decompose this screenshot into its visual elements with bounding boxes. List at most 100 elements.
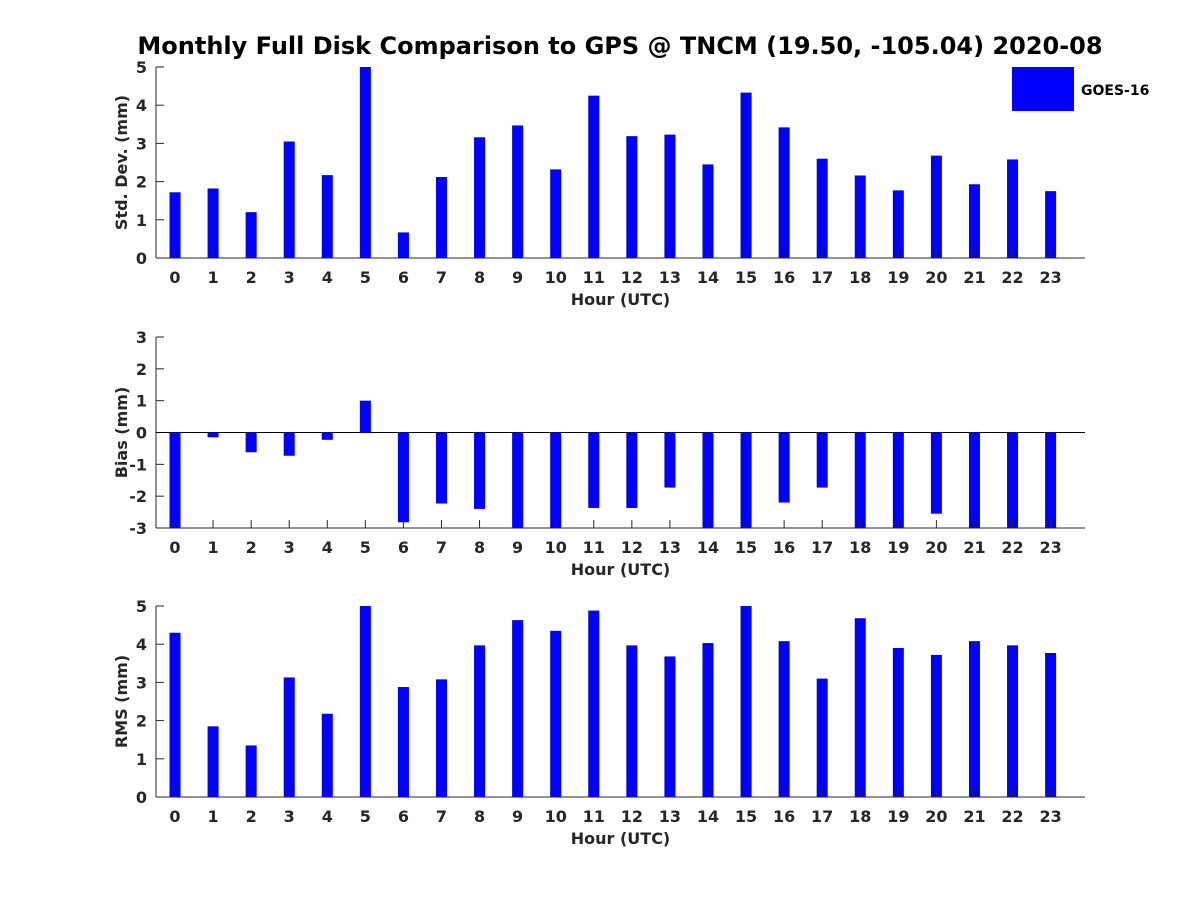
x-tick-label: 20	[925, 807, 947, 826]
x-tick-label: 19	[887, 268, 909, 287]
x-tick-label: 0	[169, 807, 180, 826]
x-tick-label: 12	[621, 807, 643, 826]
bar-rms-hour-5	[359, 606, 371, 797]
x-tick-label: 21	[963, 807, 985, 826]
bar-std-hour-9	[512, 125, 524, 258]
y-tick-label: 4	[136, 635, 147, 654]
legend-label: GOES-16	[1081, 83, 1149, 99]
x-tick-label: 7	[436, 538, 447, 557]
y-tick-label: 0	[136, 249, 147, 268]
bar-rms-hour-23	[1045, 652, 1057, 797]
x-tick-label: 9	[512, 807, 523, 826]
y-tick-label: 0	[136, 424, 147, 443]
bar-std-hour-19	[892, 190, 904, 258]
bar-std-hour-2	[245, 212, 257, 258]
y-tick-label: -3	[129, 519, 147, 538]
x-tick-label: 17	[811, 268, 833, 287]
bar-rms-hour-6	[397, 686, 409, 797]
y-axis-label: RMS (mm)	[112, 655, 131, 748]
x-tick-label: 14	[697, 538, 719, 557]
x-tick-label: 8	[474, 538, 485, 557]
bar-rms-hour-16	[778, 641, 790, 797]
bar-std-hour-22	[1007, 159, 1019, 258]
x-tick-label: 5	[360, 538, 371, 557]
x-tick-label: 19	[887, 538, 909, 557]
bar-rms-hour-7	[435, 679, 447, 797]
y-tick-label: 3	[136, 134, 147, 153]
bar-rms-hour-12	[626, 645, 638, 797]
bar-bias-hour-21	[968, 432, 980, 528]
y-tick-label: 1	[136, 750, 147, 769]
y-tick-label: 1	[136, 392, 147, 411]
y-tick-label: 2	[136, 173, 147, 192]
x-tick-label: 21	[963, 538, 985, 557]
x-tick-label: 5	[360, 807, 371, 826]
bar-std-hour-1	[207, 188, 219, 258]
bar-rms-hour-3	[283, 677, 295, 797]
bar-bias-hour-9	[512, 432, 524, 528]
bar-std-hour-20	[930, 155, 942, 258]
bar-std-hour-6	[397, 232, 409, 258]
y-tick-label: 5	[136, 597, 147, 616]
x-tick-label: 1	[207, 538, 218, 557]
bar-rms-hour-14	[702, 643, 714, 797]
x-tick-label: 23	[1039, 538, 1061, 557]
x-tick-label: 17	[811, 807, 833, 826]
bar-rms-hour-0	[169, 632, 181, 797]
bar-std-hour-0	[169, 192, 181, 258]
bar-std-hour-10	[550, 169, 562, 258]
x-tick-label: 4	[322, 807, 333, 826]
bar-bias-hour-0	[169, 432, 181, 528]
chart-title: Monthly Full Disk Comparison to GPS @ TN…	[137, 32, 1102, 60]
y-tick-label: 5	[136, 58, 147, 77]
x-tick-label: 18	[849, 268, 871, 287]
x-axis-label: Hour (UTC)	[571, 560, 671, 579]
x-tick-label: 10	[545, 538, 567, 557]
x-tick-label: 20	[925, 268, 947, 287]
x-tick-label: 3	[284, 268, 295, 287]
x-tick-label: 14	[697, 268, 719, 287]
bar-bias-hour-2	[245, 432, 257, 453]
y-axis-label: Bias (mm)	[112, 387, 131, 479]
y-tick-label: 4	[136, 96, 147, 115]
bar-bias-hour-3	[283, 432, 295, 456]
x-tick-label: 22	[1001, 268, 1023, 287]
bar-std-hour-16	[778, 127, 790, 258]
x-tick-label: 0	[169, 538, 180, 557]
y-tick-label: 2	[136, 712, 147, 731]
bar-bias-hour-5	[359, 400, 371, 433]
x-tick-label: 15	[735, 268, 757, 287]
x-tick-label: 15	[735, 807, 757, 826]
bar-bias-hour-20	[930, 432, 942, 514]
bar-rms-hour-19	[892, 648, 904, 797]
bar-bias-hour-14	[702, 432, 714, 528]
x-tick-label: 14	[697, 807, 719, 826]
y-tick-label: -1	[129, 455, 147, 474]
bar-bias-hour-11	[588, 432, 600, 508]
y-tick-label: 1	[136, 211, 147, 230]
x-tick-label: 16	[773, 807, 795, 826]
bar-std-hour-11	[588, 95, 600, 259]
bar-bias-hour-8	[474, 432, 486, 509]
x-tick-label: 7	[436, 807, 447, 826]
bar-bias-hour-15	[740, 432, 752, 528]
x-tick-label: 17	[811, 538, 833, 557]
bar-rms-hour-10	[550, 630, 562, 797]
y-tick-label: -2	[129, 487, 147, 506]
bar-bias-hour-17	[816, 432, 828, 488]
bar-std-hour-23	[1045, 191, 1057, 258]
bar-bias-hour-10	[550, 432, 562, 528]
x-tick-label: 9	[512, 538, 523, 557]
bar-rms-hour-13	[664, 656, 676, 797]
bar-bias-hour-1	[207, 432, 219, 438]
legend: GOES-16	[1012, 67, 1149, 111]
bar-bias-hour-16	[778, 432, 790, 503]
x-tick-label: 0	[169, 268, 180, 287]
x-tick-label: 15	[735, 538, 757, 557]
x-tick-label: 10	[545, 268, 567, 287]
bar-rms-hour-1	[207, 726, 219, 797]
